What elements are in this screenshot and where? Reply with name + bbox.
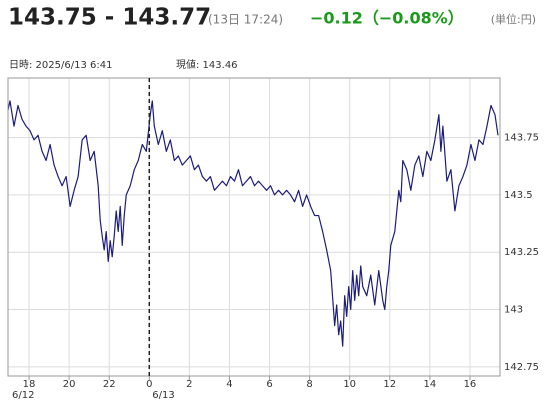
x-tick-label: 16: [464, 379, 477, 390]
price-line: [7, 100, 499, 347]
y-tick-label: 143.5: [504, 190, 533, 201]
date-label: 6/13: [152, 390, 174, 400]
change-annotation: −0.12（−0.08%）: [310, 9, 464, 28]
x-tick-label: 0: [146, 379, 152, 390]
y-tick-label: 143.75: [504, 133, 539, 144]
x-tick-label: 4: [226, 379, 232, 390]
x-tick-label: 14: [423, 379, 436, 390]
unit-label: (単位:円): [491, 12, 536, 26]
y-tick-label: 142.75: [504, 362, 539, 373]
x-tick-label: 18: [23, 379, 36, 390]
plot-area: [7, 78, 500, 376]
info-value: 現値: 143.46: [176, 58, 238, 71]
info-time: 日時: 2025/6/13 6:41: [9, 59, 112, 71]
x-tick-label: 2: [186, 379, 192, 390]
chart-subtitle: (13日 17:24): [208, 13, 283, 27]
x-tick-label: 8: [306, 379, 312, 390]
date-label: 6/12: [12, 390, 34, 400]
x-tick-label: 22: [103, 379, 116, 390]
plot-frame: [7, 77, 501, 377]
chart-title: 143.75 - 143.77: [8, 5, 211, 31]
y-tick-label: 143: [504, 305, 523, 316]
x-tick-label: 6: [266, 379, 272, 390]
y-tick-label: 143.25: [504, 247, 539, 258]
x-tick-label: 10: [343, 379, 356, 390]
x-tick-label: 20: [63, 379, 76, 390]
x-tick-label: 12: [383, 379, 396, 390]
